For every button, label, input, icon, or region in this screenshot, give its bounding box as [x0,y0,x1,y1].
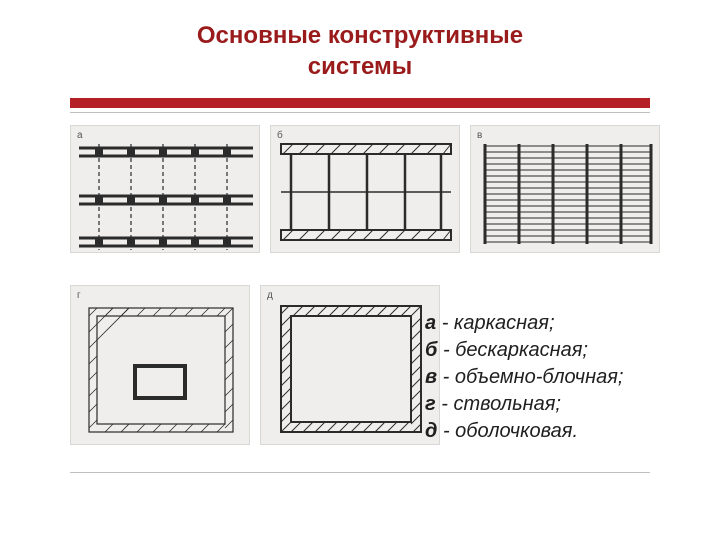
slide: Основные конструктивные системы а [0,0,720,540]
figure-b-label: б [277,129,283,141]
legend-key-g: г [425,393,436,415]
title-underline-bar [70,98,650,108]
legend-item-g: г - ствольная; [425,391,695,418]
legend-item-d: д - оболочковая. [425,418,695,445]
legend-key-v: в [425,366,437,388]
figure-v: в [470,125,660,253]
figure-g-label: г [77,290,81,301]
divider-top [70,112,650,113]
legend-val-g: - ствольная; [441,393,561,415]
legend-item-v: в - объемно-блочная; [425,364,695,391]
figure-a-label: а [77,130,83,141]
legend-key-b: б [425,339,437,361]
figure-g: г [70,285,250,445]
legend-item-b: б - бескаркасная; [425,337,695,364]
legend: а - каркасная; б - бескаркасная; в - объ… [425,310,695,445]
figure-d-label: д [267,290,273,301]
legend-val-a: - каркасная; [442,312,555,334]
legend-key-d: д [425,420,437,442]
slide-title: Основные конструктивные системы [0,20,720,82]
legend-key-a: а [425,312,436,334]
figure-row-2: г д [70,285,440,445]
divider-bottom [70,472,650,473]
legend-item-a: а - каркасная; [425,310,695,337]
figure-b: б [270,125,460,253]
title-line1: Основные конструктивные [197,22,523,49]
legend-val-b: - бескаркасная; [443,339,588,361]
figure-row-1: а [70,125,650,255]
figure-v-label: в [477,130,482,141]
title-line2: системы [308,53,412,80]
figure-a: а [70,125,260,253]
legend-val-d: - оболочковая. [443,420,578,442]
figure-d: д [260,285,440,445]
legend-val-v: - объемно-блочная; [443,366,624,388]
